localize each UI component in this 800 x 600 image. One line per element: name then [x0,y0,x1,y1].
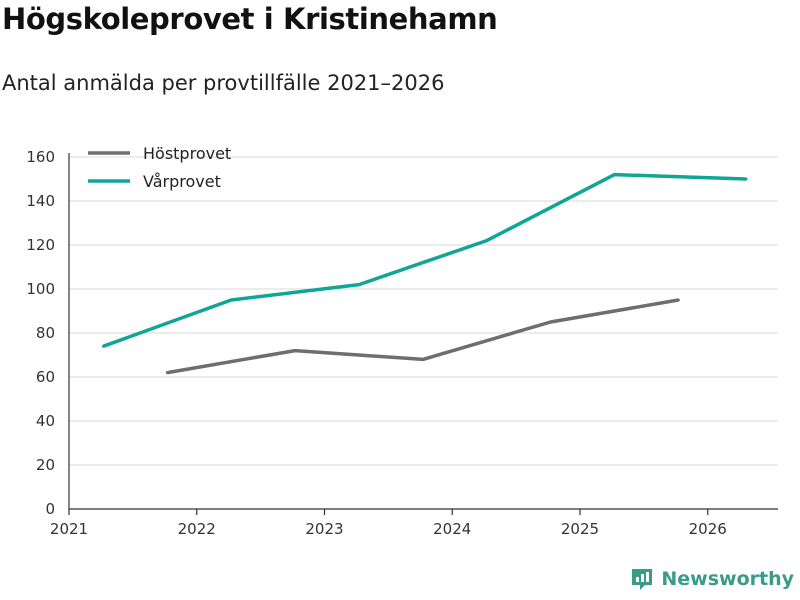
data-point [549,320,553,324]
brand-logo: Newsworthy [629,566,794,592]
legend-label: Vårprovet [143,172,221,191]
series-line-hostprovet [167,298,679,375]
data-point [229,298,233,302]
x-tick-label: 2022 [178,520,216,538]
y-tick-label: 80 [36,324,55,342]
x-tick-label: 2025 [561,520,599,538]
series-layer [101,172,748,375]
legend: Höstprovet Vårprovet [88,144,231,191]
y-tick-label: 40 [36,412,55,430]
newsworthy-logo-icon [632,569,653,590]
y-tick-label: 0 [45,500,55,518]
y-tick-label: 100 [26,280,55,298]
axes: 0 20 40 60 80 100 120 140 160 2021 2022 2023 2024 202… [26,148,778,538]
data-point [357,283,361,287]
y-tick-label: 160 [26,148,55,166]
y-tick-label: 20 [36,456,55,474]
data-point [485,239,489,243]
data-point [421,357,425,361]
data-point [165,371,169,375]
y-tick-label: 140 [26,192,55,210]
data-point [293,349,297,353]
chart-subtitle: Antal anmälda per provtillfälle 2021–202… [2,71,445,95]
data-point [101,344,105,348]
page-title: Högskoleprovet i Kristinehamn [2,2,498,36]
x-tick-label: 2021 [50,520,88,538]
y-tick-label: 60 [36,368,55,386]
x-tick-label: 2026 [689,520,727,538]
x-tick-label: 2023 [305,520,343,538]
data-point [612,173,616,177]
brand-name: Newsworthy [661,568,794,590]
series-line-varprovet [102,172,747,348]
x-tick-label: 2024 [433,520,471,538]
data-point [676,298,680,302]
legend-label: Höstprovet [143,144,231,163]
data-point [744,177,748,181]
grid-lines [69,156,778,466]
y-tick-label: 120 [26,236,55,254]
